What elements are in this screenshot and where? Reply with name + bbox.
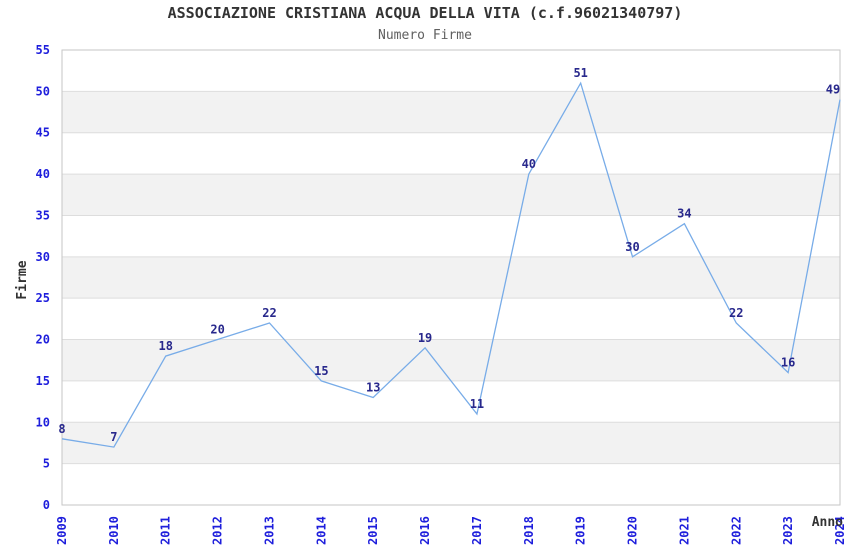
x-tick-label: 2010 [107, 516, 121, 545]
x-tick-label: 2021 [677, 516, 691, 545]
y-tick-label: 55 [36, 43, 50, 57]
chart-title: ASSOCIAZIONE CRISTIANA ACQUA DELLA VITA … [167, 4, 683, 22]
x-tick-label: 2024 [833, 516, 847, 545]
y-tick-label: 25 [36, 291, 50, 305]
data-label: 30 [625, 240, 639, 254]
x-tick-label: 2014 [314, 516, 328, 545]
x-tick-label: 2020 [626, 516, 640, 545]
data-label: 18 [159, 339, 173, 353]
data-label: 34 [677, 207, 691, 221]
data-label: 16 [781, 356, 795, 370]
data-label: 20 [210, 323, 224, 337]
data-label: 49 [826, 83, 840, 97]
data-label: 22 [262, 306, 276, 320]
x-tick-label: 2017 [470, 516, 484, 545]
y-axis-title: Firme [15, 260, 30, 299]
band [62, 339, 840, 381]
chart-subtitle: Numero Firme [378, 28, 472, 43]
data-label: 11 [470, 397, 484, 411]
x-tick-label: 2012 [211, 516, 225, 545]
data-label: 7 [110, 430, 117, 444]
x-tick-label: 2023 [781, 516, 795, 545]
x-tick-label: 2018 [522, 516, 536, 545]
x-tick-label: 2019 [574, 516, 588, 545]
y-tick-label: 10 [36, 415, 50, 429]
data-label: 51 [573, 66, 587, 80]
x-axis-title: Anno [812, 515, 843, 530]
y-tick-label: 0 [43, 498, 50, 512]
x-tick-label: 2016 [418, 516, 432, 545]
y-tick-label: 5 [43, 457, 50, 471]
x-tick-label: 2015 [366, 516, 380, 545]
y-tick-label: 40 [36, 167, 50, 181]
plot-border [61, 49, 841, 506]
y-tick-label: 20 [36, 333, 50, 347]
x-tick-label: 2013 [262, 516, 276, 545]
data-label: 15 [314, 364, 328, 378]
x-axis-tick-labels: 2009 2010 2011 2012 2013 2014 2015 2016 2017 2018… [55, 516, 847, 545]
data-label: 8 [58, 422, 65, 436]
data-label: 22 [729, 306, 743, 320]
band [62, 91, 840, 133]
data-labels: 8 7 18 20 22 15 13 19 11 40 51 30 34 22 16 49 [58, 66, 840, 444]
gridlines [62, 49, 840, 506]
band [62, 422, 840, 464]
data-label: 19 [418, 331, 432, 345]
y-tick-label: 50 [36, 84, 50, 98]
y-axis-tick-labels: 0 5 10 15 20 25 30 35 40 45 50 55 [36, 43, 50, 512]
band [62, 174, 840, 216]
data-label: 40 [522, 157, 536, 171]
y-tick-label: 15 [36, 374, 50, 388]
y-tick-label: 35 [36, 208, 50, 222]
x-tick-label: 2009 [55, 516, 69, 545]
background-bands [62, 91, 840, 464]
series-line [61, 81, 841, 448]
band [62, 256, 840, 299]
x-tick-label: 2022 [729, 516, 743, 545]
data-label: 13 [366, 380, 380, 394]
y-tick-label: 30 [36, 250, 50, 264]
x-tick-label: 2011 [159, 516, 173, 545]
y-tick-label: 45 [36, 126, 50, 140]
